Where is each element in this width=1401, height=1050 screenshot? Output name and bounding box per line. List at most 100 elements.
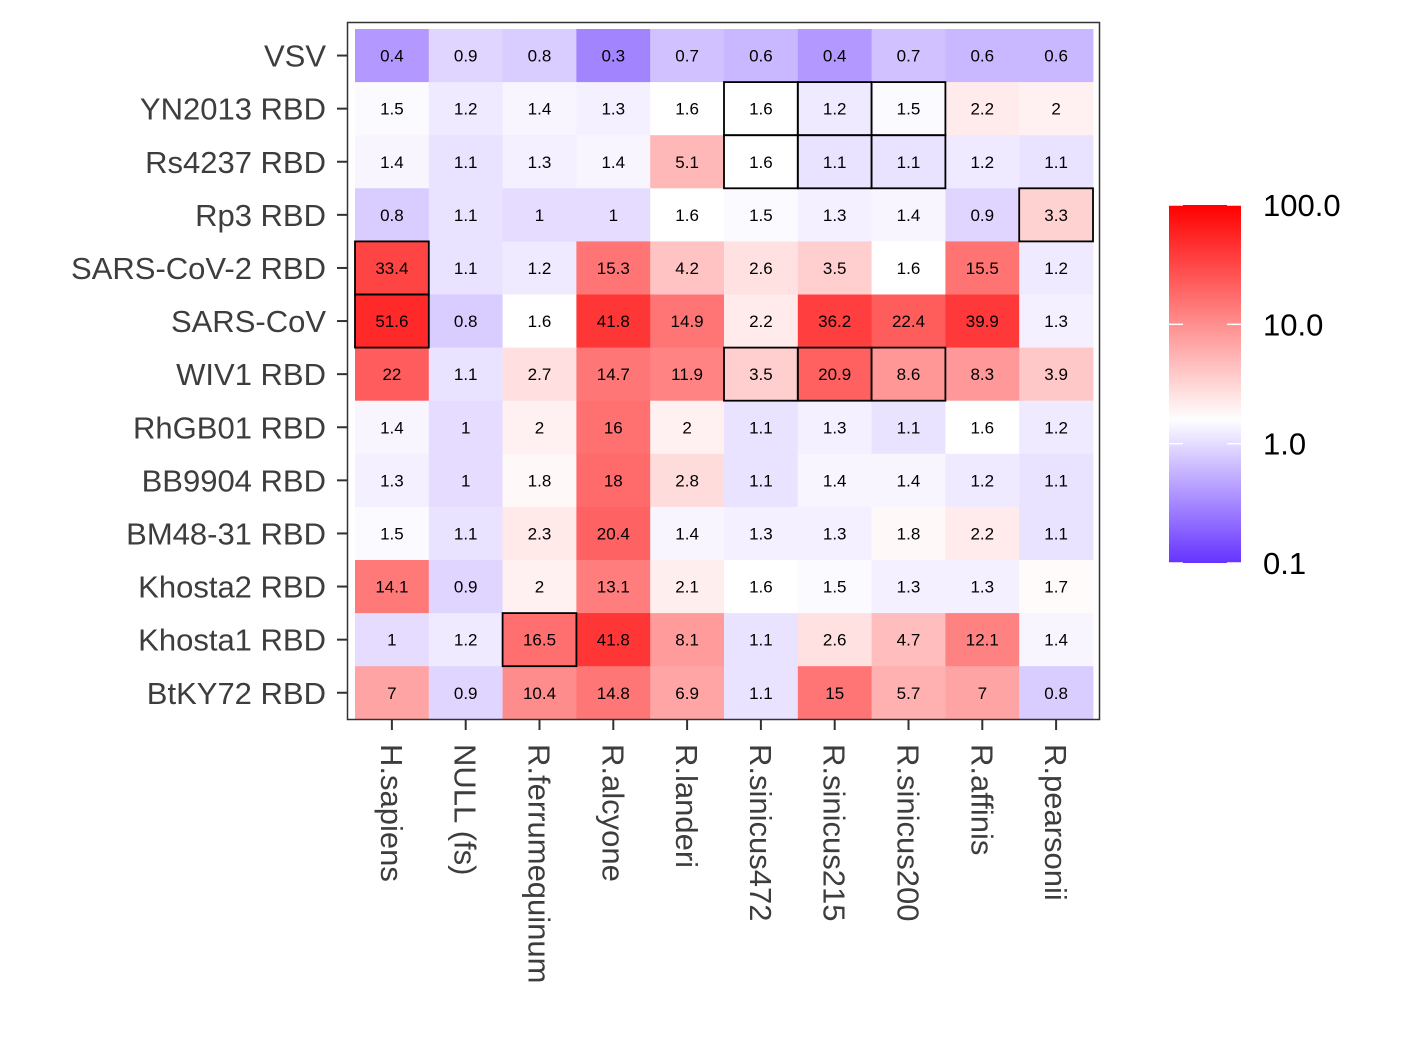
heatmap-cell-btky72-rbd-h-sapiens [355,666,430,720]
heatmap-cell-bb9904-rbd-r-sinicus472 [724,453,799,508]
heatmap-cell-bb9904-rbd-r-alcyone [576,453,651,508]
heatmap-cell-rs4237-rbd-r-sinicus472 [724,135,799,189]
heatmap-cell-sars-cov-r-sinicus200 [871,294,946,348]
heatmap-cell-bm48-31-rbd-r-pearsonii [1019,506,1094,561]
heatmap-cell-yn2013-rbd-r-ferrumequinum [502,82,577,136]
heatmap-cell-sars-cov-2-rbd-null-fs [428,241,503,295]
heatmap-cell-yn2013-rbd-r-landeri [650,82,725,136]
highlight-box-wiv1-rbd-r-sinicus200 [870,346,947,402]
heatmap-cell-rs4237-rbd-r-sinicus215 [797,135,872,189]
x-tick-label: R.alcyone [595,744,630,882]
x-axis: H.sapiens NULL (fs) R.ferrumequinum R.alcyo… [374,720,1073,983]
heatmap-cell-bb9904-rbd-r-pearsonii [1019,453,1094,508]
heatmap-cell-rp3-rbd-r-sinicus472 [724,188,799,242]
cell-value-label: 1.1 [823,153,847,172]
heatmap-cell-bm48-31-rbd-r-alcyone [576,506,651,561]
heatmap-cell-khosta2-rbd-r-pearsonii [1019,560,1094,614]
cell-value-label: 0.9 [454,578,478,597]
legend-tick-label: 0.1 [1263,546,1306,581]
cell-value-label: 1.6 [970,418,994,437]
heatmap-cell-wiv1-rbd-r-sinicus215 [797,347,872,402]
heatmap-cell-khosta2-rbd-r-affinis [945,560,1020,614]
y-tick-label: BB9904 RBD [142,463,326,498]
cell-value-label: 1.4 [897,206,921,225]
heatmap-cell-rhgb01-rbd-h-sapiens [355,400,430,455]
heatmap-cell-bm48-31-rbd-r-ferrumequinum [502,506,577,561]
cell-value-label: 1.2 [454,100,478,119]
cell-value-label: 1.4 [823,471,847,490]
cell-value-label: 0.9 [970,206,994,225]
heatmap-cell-rhgb01-rbd-r-sinicus215 [797,400,872,455]
cell-value-label: 0.8 [1044,684,1068,703]
heatmap-cell-bb9904-rbd-r-landeri [650,453,725,508]
heatmap-cell-khosta2-rbd-r-ferrumequinum [502,560,577,614]
heatmap-cell-bm48-31-rbd-r-sinicus472 [724,506,799,561]
cell-value-label: 2.1 [675,578,699,597]
cell-value-label: 1.1 [749,684,773,703]
heatmap-cell-rp3-rbd-r-landeri [650,188,725,242]
cell-value-label: 1.4 [528,100,552,119]
cell-value-label: 0.7 [675,47,699,66]
y-tick-label: VSV [264,39,326,74]
y-tick-label: YN2013 RBD [140,92,326,127]
x-tick-label: R.ferrumequinum [522,744,557,983]
heatmap-cell-yn2013-rbd-r-sinicus200 [871,82,946,136]
cell-value-label: 1.1 [454,365,478,384]
heatmap-cell-yn2013-rbd-r-sinicus215 [797,82,872,136]
heatmap-cell-sars-cov-r-landeri [650,294,725,348]
heatmap-cell-khosta1-rbd-r-alcyone [576,613,651,667]
heatmap-cell-wiv1-rbd-r-alcyone [576,347,651,402]
heatmap-cell-bm48-31-rbd-null-fs [428,506,503,561]
cell-value-label: 1 [609,206,618,225]
heatmap-cell-khosta2-rbd-null-fs [428,560,503,614]
cell-value-label: 1.6 [528,312,552,331]
cell-value-label: 1.1 [1044,524,1068,543]
cell-value-label: 1.2 [1044,259,1068,278]
cell-value-label: 1.4 [897,471,921,490]
cell-value-label: 1.3 [823,524,847,543]
cell-value-label: 1.2 [454,631,478,650]
heatmap-cell-sars-cov-r-pearsonii [1019,294,1094,348]
cell-value-label: 0.6 [970,47,994,66]
cell-value-label: 0.6 [749,47,773,66]
cell-value-label: 39.9 [966,312,999,331]
heatmap-cell-bm48-31-rbd-r-affinis [945,506,1020,561]
heatmap-cell-rhgb01-rbd-r-sinicus472 [724,400,799,455]
cell-value-label: 18 [604,471,623,490]
heatmap-cell-vsv-r-ferrumequinum [502,29,577,83]
cell-value-label: 16.5 [523,631,556,650]
cell-value-label: 1.2 [970,153,994,172]
cell-value-label: 13.1 [597,578,630,597]
y-tick-label: BtKY72 RBD [147,676,326,711]
cell-value-label: 0.3 [601,47,625,66]
cell-value-label: 1.5 [823,578,847,597]
heatmap-cell-rhgb01-rbd-r-ferrumequinum [502,400,577,455]
cell-value-label: 3.5 [749,365,773,384]
x-tick-label: R.sinicus200 [891,744,926,921]
heatmap-cell-bb9904-rbd-null-fs [428,453,503,508]
highlight-boxes [354,81,1094,668]
x-tick-label: R.sinicus215 [817,744,852,921]
heatmap-value-labels: 0.4 0.9 0.8 0.3 0.7 0.6 0.4 0.7 0.6 0.6 1.5 1.2 1.4 1… [375,47,1068,703]
cell-value-label: 1.5 [380,524,404,543]
cell-value-label: 1.4 [1044,631,1068,650]
cell-value-label: 0.8 [528,47,552,66]
cell-value-label: 1.6 [749,578,773,597]
cell-value-label: 15.5 [966,259,999,278]
cell-value-label: 10.4 [523,684,556,703]
cell-value-label: 8.6 [897,365,921,384]
heatmap-cell-sars-cov-null-fs [428,294,503,348]
cell-value-label: 1.6 [749,153,773,172]
heatmap-cell-rs4237-rbd-r-ferrumequinum [502,135,577,189]
cell-value-label: 1.2 [970,471,994,490]
y-tick-label: BM48-31 RBD [126,516,326,551]
y-tick-label: SARS-CoV [171,304,326,339]
cell-value-label: 22 [382,365,401,384]
heatmap-cell-vsv-r-sinicus472 [724,29,799,83]
cell-value-label: 2.8 [675,471,699,490]
cell-value-label: 36.2 [818,312,851,331]
heatmap-cell-sars-cov-2-rbd-r-pearsonii [1019,241,1094,295]
cell-value-label: 1.8 [897,524,921,543]
heatmap-cell-khosta1-rbd-h-sapiens [355,613,430,667]
heatmap-cells [355,29,1094,720]
